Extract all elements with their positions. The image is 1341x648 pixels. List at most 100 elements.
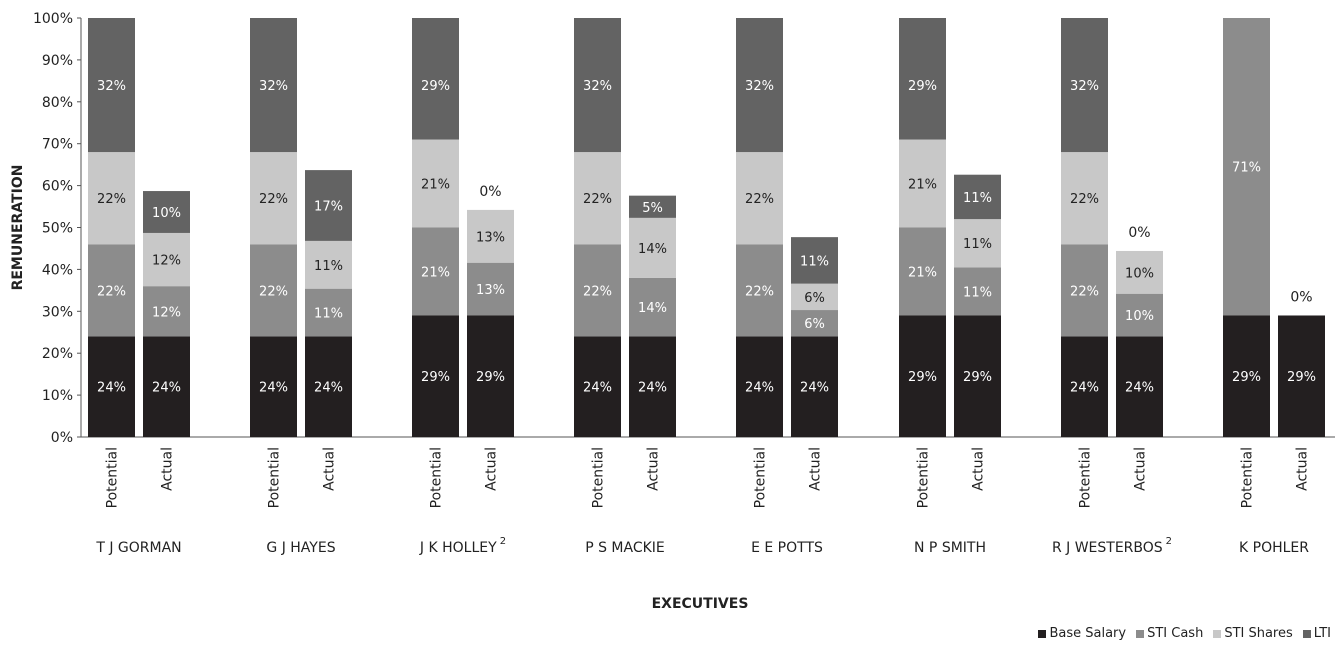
bar-segment-lti [143, 191, 190, 233]
bar-segment-sti-shares [574, 152, 621, 245]
bar-segment-base-salary [1223, 315, 1270, 437]
bar-segment-sti-cash [250, 244, 297, 337]
bar-value-label: 71% [1232, 161, 1261, 176]
bar-value-label: 24% [152, 381, 181, 396]
x-tick-label: Potential [267, 447, 283, 508]
bar-segment-base-salary [412, 315, 459, 437]
bar-segment-base-salary [954, 315, 1001, 437]
bar-segment-base-salary [899, 315, 946, 437]
legend-swatch [1302, 629, 1311, 638]
x-tick-label: Actual [484, 447, 500, 491]
x-tick-label: Potential [105, 447, 121, 508]
x-tick-label: Potential [916, 447, 932, 508]
x-tick-label: Potential [591, 447, 607, 508]
group-label: R J WESTERBOS 2 [1052, 536, 1172, 556]
bar-segment-sti-cash [574, 244, 621, 337]
bar-value-label: 24% [638, 381, 667, 396]
bar-value-label: 29% [908, 370, 937, 385]
bar-segment-sti-cash [88, 244, 135, 337]
group-label: K POHLER [1239, 540, 1309, 556]
bar-segment-lti [899, 18, 946, 140]
bar-segment-lti [736, 18, 783, 153]
bar-segment-sti-cash [467, 262, 514, 316]
bar-value-label: 29% [421, 370, 450, 385]
bar-value-label: 14% [638, 301, 667, 316]
bar-value-label: 29% [963, 370, 992, 385]
y-tick-label: 10% [42, 388, 73, 404]
bar-segment-sti-cash [954, 267, 1001, 316]
bar-segment-sti-cash [736, 244, 783, 337]
bar-value-label: 22% [1070, 192, 1099, 207]
group-label: J K HOLLEY 2 [419, 536, 506, 556]
bar-segment-base-salary [143, 336, 190, 437]
legend-swatch [1136, 629, 1145, 638]
x-tick-label: Actual [1133, 447, 1149, 491]
bar-value-label: 24% [314, 381, 343, 396]
bar-segment-sti-cash [899, 227, 946, 316]
bar-value-label: 24% [800, 381, 829, 396]
group-label: P S MACKIE [585, 540, 665, 556]
bar-segment-sti-cash [1223, 18, 1270, 316]
bar-segment-sti-shares [412, 139, 459, 228]
y-axis-title: REMUNERATION [10, 165, 26, 291]
bar-value-label: 13% [476, 283, 505, 298]
bar-value-label: 24% [1070, 381, 1099, 396]
bar-value-label: 32% [259, 79, 288, 94]
bar-segment-lti [305, 170, 352, 241]
bar-value-label: 11% [963, 285, 992, 300]
bar-segment-sti-shares [305, 240, 352, 289]
bar-value-label: 14% [638, 242, 667, 257]
bar-segment-base-salary [88, 336, 135, 437]
bar-segment-sti-cash [305, 288, 352, 337]
labels: 24% 22% 22% 32% Potential 24% 12% 12% 10% Actual T… [95, 79, 1316, 556]
bar-segment-sti-shares [954, 219, 1001, 268]
y-tick-label: 80% [42, 95, 73, 111]
bar-value-label: 29% [1287, 370, 1316, 385]
bar-value-label: 22% [583, 284, 612, 299]
axes: 0% 10% 20% 30% 40% 50% 60% 70% 80% 90% 100% REMUNER… [10, 11, 1335, 612]
bar-value-label: 12% [152, 305, 181, 320]
bar-segment-sti-shares [629, 217, 676, 278]
legend-swatch [1213, 629, 1222, 638]
bar-segment-base-salary [791, 336, 838, 437]
bar-value-label: 21% [421, 178, 450, 193]
bar-value-label: 0% [479, 184, 501, 200]
bar-value-label: 0% [1128, 225, 1150, 241]
group-label: N P SMITH [914, 540, 986, 556]
bar-segment-base-salary [1116, 336, 1163, 437]
legend-item-base-salary: Base Salary [1038, 626, 1126, 641]
y-tick-label: 90% [42, 53, 73, 69]
bar-value-label: 29% [476, 370, 505, 385]
legend: Base Salary STI Cash STI Shares LTI [1038, 626, 1331, 641]
x-tick-label: Actual [160, 447, 176, 491]
x-tick-label: Actual [1295, 447, 1311, 491]
bar-segment-sti-cash [412, 227, 459, 316]
x-tick-label: Actual [646, 447, 662, 491]
bar-segment-sti-cash [1116, 293, 1163, 337]
x-tick-label: Potential [429, 447, 445, 508]
bar-segment-sti-cash [143, 286, 190, 337]
bar-value-label: 11% [800, 254, 829, 269]
x-tick-label: Actual [971, 447, 987, 491]
y-tick-label: 30% [42, 304, 73, 320]
bar-value-label: 10% [1125, 309, 1154, 324]
y-tick-label: 0% [51, 430, 73, 446]
y-tick-label: 20% [42, 346, 73, 362]
bar-value-label: 32% [745, 79, 774, 94]
bar-value-label: 22% [97, 192, 126, 207]
bar-segment-sti-cash [791, 310, 838, 337]
bar-segment-base-salary [305, 336, 352, 437]
bar-segment-lti [1061, 18, 1108, 153]
bar-segment-lti [629, 195, 676, 218]
x-tick-label: Actual [808, 447, 824, 491]
bar-segment-sti-shares [467, 209, 514, 263]
bar-segment-lti [954, 174, 1001, 220]
y-tick-label: 70% [42, 137, 73, 153]
bar-value-label: 21% [908, 265, 937, 280]
bar-segment-lti [412, 18, 459, 140]
x-tick-label: Potential [753, 447, 769, 508]
bar-value-label: 17% [314, 200, 343, 215]
bar-segment-base-salary [250, 336, 297, 437]
x-tick-label: Actual [322, 447, 338, 491]
